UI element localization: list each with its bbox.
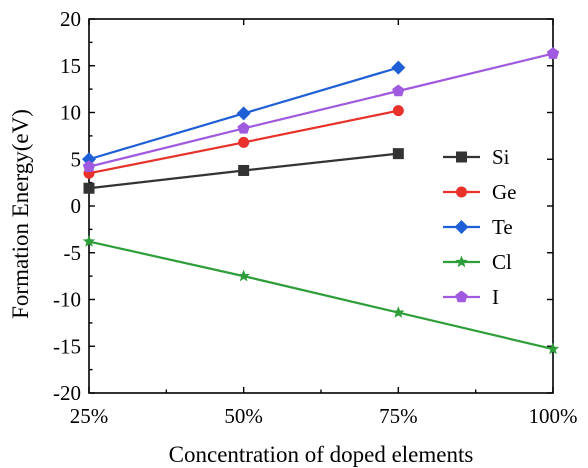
y-tick-label: -20	[53, 381, 81, 405]
legend-label-te: Te	[492, 215, 513, 239]
legend-label-cl: Cl	[492, 250, 512, 274]
legend-marker-i	[455, 290, 468, 303]
data-point-ge	[392, 105, 404, 117]
legend-marker-si	[456, 151, 467, 163]
y-tick-label: 15	[60, 54, 81, 78]
data-point-cl	[392, 306, 405, 318]
data-point-si	[392, 148, 404, 160]
plot-frame	[88, 18, 554, 394]
data-point-ge	[238, 136, 250, 148]
y-tick-label: -5	[64, 241, 82, 265]
legend-marker-te	[454, 220, 469, 234]
legend-marker-ge	[456, 186, 467, 198]
x-tick-label: 25%	[70, 404, 109, 428]
x-tick-label: 75%	[379, 404, 418, 428]
legend-marker-cl	[455, 255, 468, 268]
data-point-si	[83, 182, 95, 194]
y-tick-label: 10	[60, 101, 81, 125]
y-tick-label: 20	[60, 7, 81, 31]
x-axis-title: Concentration of doped elements	[169, 442, 474, 467]
series-line-cl	[88, 240, 554, 351]
x-tick-label: 50%	[224, 404, 263, 428]
data-point-cl	[546, 342, 560, 355]
series-line-i	[88, 52, 554, 168]
legend-label-i: I	[492, 285, 499, 309]
legend-label-ge: Ge	[492, 180, 517, 204]
data-point-si	[238, 164, 250, 176]
data-point-i	[82, 160, 96, 172]
y-tick-label: 0	[71, 194, 82, 218]
data-point-te	[391, 60, 406, 75]
data-point-te	[82, 152, 96, 167]
data-point-i	[392, 84, 405, 97]
data-point-cl	[237, 269, 250, 282]
y-tick-label: -15	[53, 334, 81, 358]
x-tick-label: 100%	[529, 404, 578, 428]
data-point-te	[236, 106, 251, 121]
data-point-i	[546, 47, 560, 59]
data-point-i	[237, 121, 250, 134]
y-tick-label: -10	[53, 288, 81, 312]
y-axis-title: Formation Energy(eV)	[8, 109, 33, 319]
data-point-cl	[82, 235, 96, 247]
y-tick-label: 5	[71, 147, 82, 171]
legend-label-si: Si	[492, 145, 510, 169]
